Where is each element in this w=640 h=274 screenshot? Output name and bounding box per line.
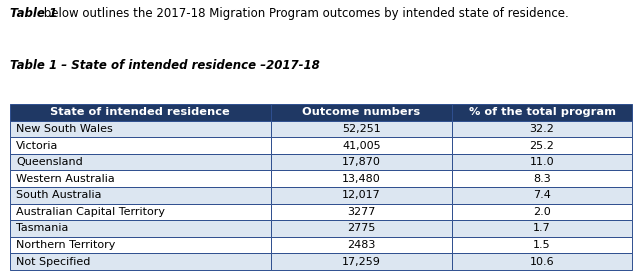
Bar [452,121,632,137]
Bar [452,154,632,170]
Bar [271,154,452,170]
Text: 8.3: 8.3 [533,174,551,184]
Bar [271,121,452,137]
Text: Australian Capital Territory: Australian Capital Territory [16,207,165,217]
Bar [10,220,271,237]
Bar [10,137,271,154]
Text: 25.2: 25.2 [529,141,554,150]
Text: 13,480: 13,480 [342,174,381,184]
Text: Northern Territory: Northern Territory [16,240,115,250]
Bar [271,187,452,204]
Bar [10,204,271,220]
Bar [452,220,632,237]
Text: 7.4: 7.4 [533,190,551,200]
Text: Queensland: Queensland [16,157,83,167]
Bar [10,170,271,187]
Text: Not Specified: Not Specified [16,257,90,267]
Text: below outlines the 2017-18 Migration Program outcomes by intended state of resid: below outlines the 2017-18 Migration Pro… [40,7,569,20]
Text: 2483: 2483 [348,240,376,250]
Text: 17,870: 17,870 [342,157,381,167]
Text: 10.6: 10.6 [530,257,554,267]
Bar [452,237,632,253]
Text: 52,251: 52,251 [342,124,381,134]
Bar [452,253,632,270]
Bar [10,154,271,170]
Bar [452,170,632,187]
Text: 41,005: 41,005 [342,141,381,150]
Bar [10,121,271,137]
Bar [10,237,271,253]
Bar [271,104,452,121]
Text: 1.7: 1.7 [533,224,551,233]
Bar [271,170,452,187]
Text: Victoria: Victoria [16,141,58,150]
Bar [452,137,632,154]
Text: Table 1: Table 1 [10,7,57,20]
Text: 3277: 3277 [348,207,376,217]
Text: 2.0: 2.0 [533,207,551,217]
Bar [452,104,632,121]
Text: Table 1 – State of intended residence –2017-18: Table 1 – State of intended residence –2… [10,59,319,72]
Text: South Australia: South Australia [16,190,102,200]
Text: 2775: 2775 [348,224,376,233]
Text: 17,259: 17,259 [342,257,381,267]
Text: Western Australia: Western Australia [16,174,115,184]
Text: 32.2: 32.2 [529,124,554,134]
Bar [271,137,452,154]
Text: Tasmania: Tasmania [16,224,68,233]
Bar [271,204,452,220]
Text: 1.5: 1.5 [533,240,551,250]
Bar [271,237,452,253]
Bar [452,187,632,204]
Bar [10,187,271,204]
Text: % of the total program: % of the total program [468,107,616,117]
Text: State of intended residence: State of intended residence [51,107,230,117]
Bar [10,104,271,121]
Text: 11.0: 11.0 [530,157,554,167]
Text: 12,017: 12,017 [342,190,381,200]
Text: Outcome numbers: Outcome numbers [302,107,420,117]
Text: New South Wales: New South Wales [16,124,113,134]
Bar [271,220,452,237]
Bar [452,204,632,220]
Bar [271,253,452,270]
Bar [10,253,271,270]
